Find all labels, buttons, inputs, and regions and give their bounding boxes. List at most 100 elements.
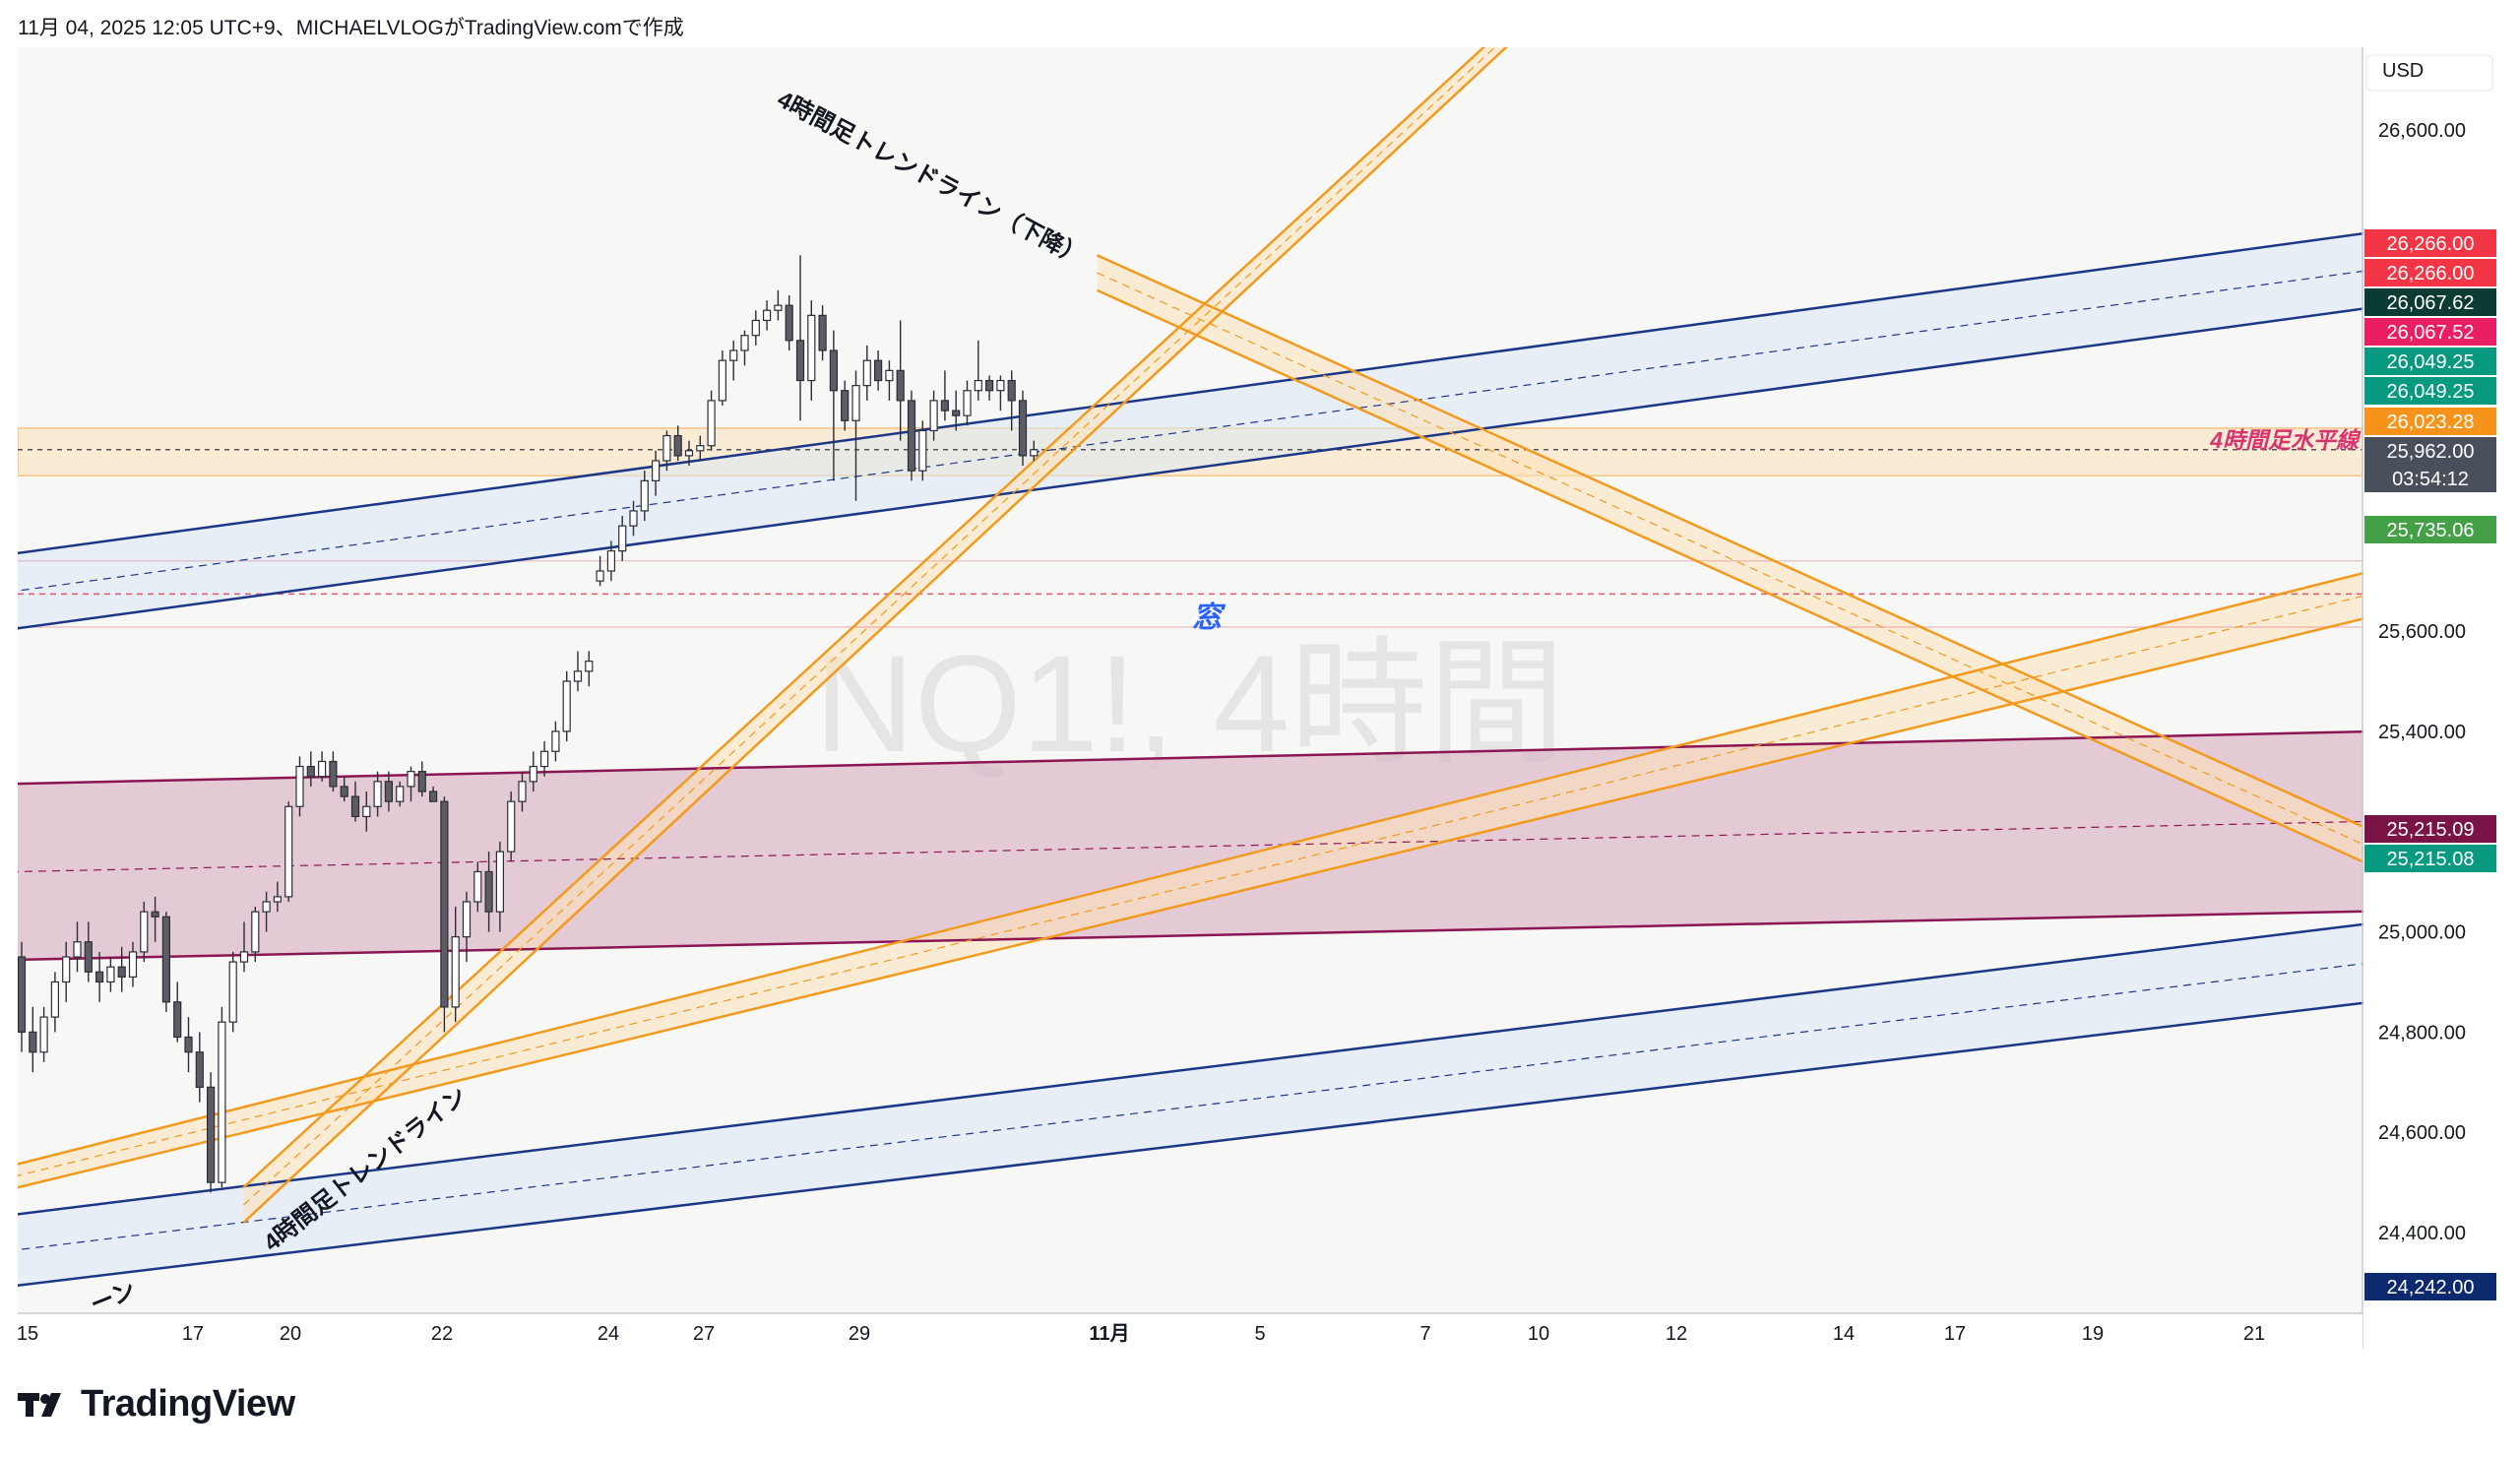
channel-lines	[18, 47, 2498, 1287]
candle	[507, 792, 516, 862]
candle-body	[740, 335, 749, 351]
x-tick-label: 11月	[1089, 1323, 1129, 1345]
price-label-text: 26,049.25	[2387, 351, 2475, 373]
price-label-text: 03:54:12	[2392, 469, 2469, 490]
price-label-text: 25,215.09	[2387, 819, 2475, 841]
candle-body	[963, 390, 972, 416]
candle	[885, 360, 894, 401]
candle-body	[518, 781, 527, 802]
candle	[473, 861, 482, 913]
price-label-bg	[2364, 437, 2496, 465]
orange-steep-up-mid	[243, 47, 1496, 1206]
candle-body	[862, 359, 871, 387]
candle-body	[807, 314, 816, 382]
candle-body	[484, 870, 493, 913]
candle-body	[984, 379, 994, 392]
tradingview-logo[interactable]: TradingView	[18, 1383, 295, 1425]
candle-body	[562, 680, 571, 732]
candle-body	[929, 400, 938, 432]
candle-body	[718, 359, 727, 402]
candle-body	[673, 434, 682, 457]
candle-body	[306, 765, 315, 778]
orange-shallow-up-upper	[18, 538, 2498, 1166]
price-label-text: 26,266.00	[2387, 263, 2475, 285]
candle-body	[684, 450, 694, 457]
candle-body	[18, 956, 27, 1033]
orange-downtrend-lower	[1096, 288, 2498, 924]
x-tick-label: 21	[2243, 1323, 2265, 1345]
price-label-bg	[2364, 377, 2496, 405]
candle-body	[774, 304, 783, 311]
candle	[618, 516, 627, 561]
candle	[841, 380, 850, 431]
candle	[818, 305, 827, 361]
candle-body	[184, 1036, 193, 1053]
x-tick-label: 14	[1833, 1323, 1855, 1345]
candle	[251, 907, 260, 963]
x-axis-panel[interactable]	[18, 1314, 2362, 1349]
candle-body	[818, 314, 827, 351]
candle-body	[651, 460, 661, 481]
candle	[451, 907, 460, 1023]
candle	[551, 721, 560, 762]
price-label-text: 26,049.25	[2387, 381, 2475, 403]
x-tick-label: 7	[1419, 1323, 1430, 1345]
candle-body	[940, 400, 950, 412]
candle-body	[640, 479, 649, 512]
chart-caption: 11月 04, 2025 12:05 UTC+9、MICHAELVLOGがTra…	[18, 17, 684, 39]
candle-body	[596, 570, 604, 582]
candle	[161, 912, 170, 1012]
price-chart[interactable]: NQ1!, 4時間 4時間足トレンドライン（下降） 4時間足トレンドライン ーン…	[18, 47, 2498, 1349]
candle	[495, 841, 504, 932]
price-label-bg	[2364, 845, 2496, 872]
candle	[329, 751, 338, 792]
candle-body	[539, 750, 549, 768]
x-tick-label: 24	[598, 1323, 619, 1345]
candle	[651, 450, 661, 496]
candle	[239, 921, 249, 973]
candle	[829, 330, 839, 481]
x-tick-label: 15	[18, 1323, 38, 1345]
candle-body	[495, 851, 504, 913]
candle-body	[462, 901, 472, 938]
price-label-text: 25,215.08	[2387, 849, 2475, 870]
candle	[484, 852, 493, 932]
candle	[50, 972, 60, 1033]
y-tick-label: 25,000.00	[2378, 922, 2466, 944]
orange-shallow-up-fill	[18, 538, 2498, 1188]
candle-body	[407, 771, 415, 788]
price-label: 25,962.00	[2364, 437, 2496, 465]
candle-body	[218, 1021, 226, 1183]
candle-body	[62, 956, 71, 983]
candle	[94, 951, 104, 1002]
candle-body	[239, 951, 249, 963]
x-axis-ticks: 15 17 20 22 24 27 29 11月 5 7 10 12 14 17 19 21	[18, 1323, 2265, 1345]
currency-button[interactable]	[2365, 54, 2493, 92]
candle-body	[1018, 400, 1028, 457]
price-label: 25,215.09	[2364, 815, 2496, 843]
candle	[774, 289, 783, 321]
candle	[807, 300, 816, 401]
candle-body	[384, 781, 393, 802]
y-tick-label: 24,600.00	[2378, 1122, 2466, 1144]
candle	[39, 1006, 48, 1062]
blue-lower-channel-mid	[18, 946, 2498, 1251]
candle	[262, 891, 271, 932]
candle	[117, 946, 126, 992]
candle	[195, 1032, 204, 1103]
candle-body	[606, 550, 616, 572]
candle	[996, 375, 1005, 412]
price-label-text: 25,735.06	[2387, 520, 2475, 541]
candle-body	[629, 510, 638, 527]
candle	[1030, 440, 1039, 461]
candle-body	[151, 911, 159, 918]
candle	[396, 781, 405, 807]
candle	[1007, 370, 1016, 431]
x-tick-label: 10	[1528, 1323, 1549, 1345]
candle	[350, 781, 360, 822]
candle-body	[662, 434, 671, 462]
candle	[228, 951, 237, 1033]
orange-steep-up-lower	[242, 47, 1508, 1224]
chart-frame[interactable]: NQ1!, 4時間 4時間足トレンドライン（下降） 4時間足トレンドライン ーン…	[18, 47, 2498, 1349]
candle	[429, 786, 438, 802]
